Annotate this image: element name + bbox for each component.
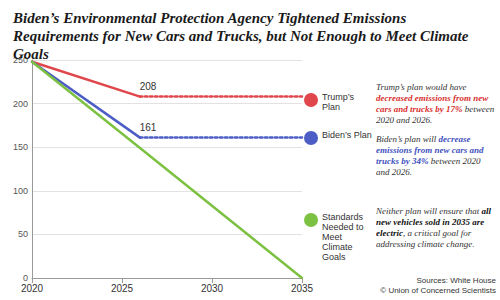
svg-text:Goals: Goals [13, 46, 49, 62]
html-text:Biden’s plan will decrease emi: Biden’s plan will decrease emissions fro… [376, 134, 484, 177]
html-text:© Union of Concerned Scientist: © Union of Concerned Scientists [380, 286, 496, 295]
svg-text:200: 200 [13, 99, 28, 109]
svg-text:161: 161 [140, 122, 157, 133]
svg-text:100: 100 [13, 186, 28, 196]
svg-text:50: 50 [18, 229, 28, 239]
svg-text:2025: 2025 [111, 283, 134, 294]
svg-text:208: 208 [140, 81, 157, 92]
html-text:Biden’s Plan: Biden’s Plan [322, 130, 372, 140]
html-text:decreased emissions from new c: decreased emissions from new cars and tr… [376, 93, 495, 125]
svg-text:Biden’s Environmental Protecti: Biden’s Environmental Protection Agency … [12, 10, 410, 26]
svg-text:150: 150 [13, 142, 28, 152]
html-text:Trump’s plan would have: Trump’s plan would have [376, 82, 467, 92]
svg-text:2020: 2020 [21, 283, 44, 294]
svg-text:Requirements for New Cars and: Requirements for New Cars and Trucks, bu… [12, 28, 472, 44]
html-text:Trump’s Plan: Trump’s Plan [322, 92, 354, 112]
svg-text:2035: 2035 [291, 283, 314, 294]
html-text:Sources: White House: Sources: White House [416, 276, 496, 285]
svg-text:2030: 2030 [201, 283, 224, 294]
svg-text:0: 0 [23, 273, 28, 283]
html-text:Neither plan will ensure that: Neither plan will ensure that all new ve… [376, 206, 491, 249]
html-text:Standards Needed to Meet Clima: Standards Needed to Meet Climate Goals [322, 212, 364, 262]
